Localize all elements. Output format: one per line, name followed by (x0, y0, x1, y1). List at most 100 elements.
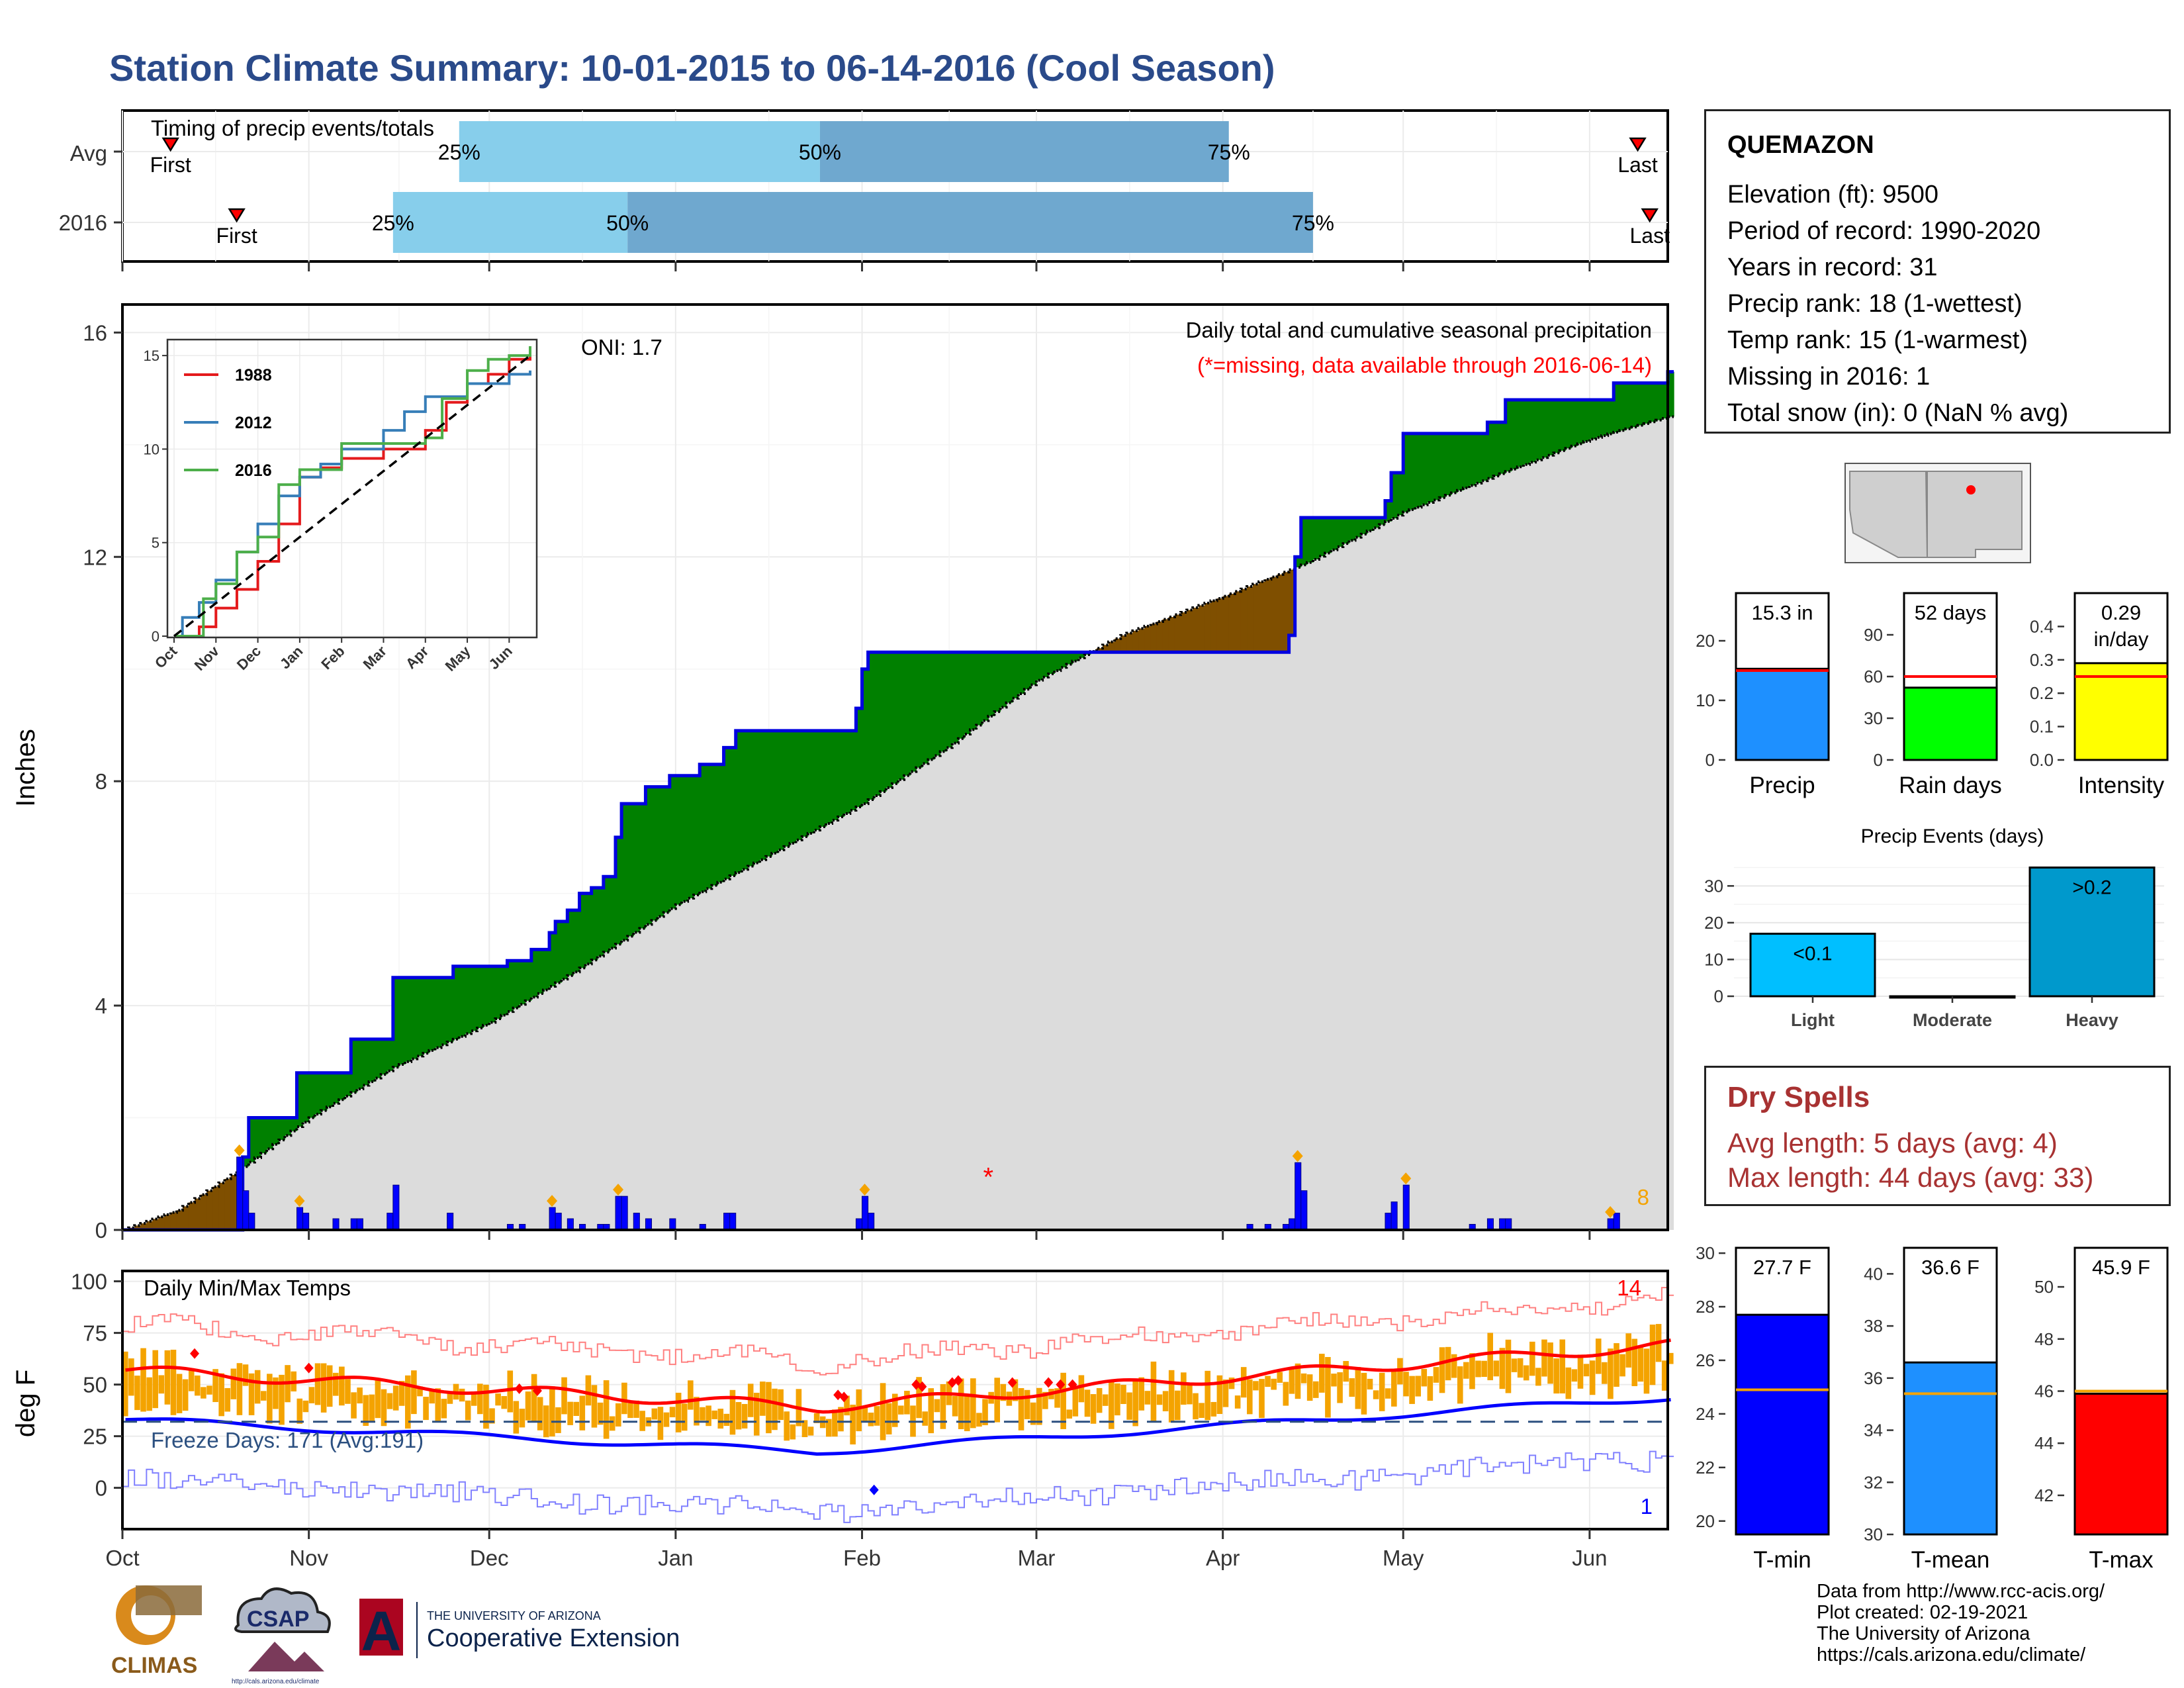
daily-precip-bar (1300, 1190, 1308, 1231)
daily-temp-bar (134, 1376, 140, 1411)
summary-bar-tick-label: 0.3 (2030, 650, 2054, 670)
summary-bar-tick-label: 20 (1696, 1511, 1715, 1531)
daily-temp-bar (1126, 1392, 1132, 1420)
difference-day (1115, 638, 1121, 653)
summary-bar-tick-label: 30 (1696, 1243, 1715, 1263)
difference-day (1367, 517, 1374, 532)
daily-temp-bar (934, 1399, 940, 1413)
daily-temp-bar (886, 1403, 892, 1434)
daily-temp-bar (1529, 1341, 1535, 1376)
temp-frame (121, 1270, 1669, 1530)
daily-temp-bar (1602, 1362, 1608, 1384)
daily-temp-bar (525, 1391, 531, 1421)
daily-temp-bar (1120, 1384, 1126, 1404)
locator-map (1844, 463, 2031, 563)
difference-day (645, 786, 653, 925)
daily-temp-bar (1216, 1375, 1223, 1415)
difference-day (296, 1072, 304, 1127)
difference-day (747, 730, 754, 867)
summary-bar-name: T-min (1753, 1547, 1811, 1573)
daily-temp-bar (657, 1407, 664, 1440)
daily-temp-bar (801, 1420, 808, 1438)
daily-temp-bar (561, 1377, 567, 1415)
difference-fill (128, 371, 1674, 1230)
difference-day (778, 730, 785, 850)
daily-precip-bar (242, 1190, 250, 1231)
daily-temp-bar (1271, 1378, 1277, 1390)
daily-temp-bar (1193, 1393, 1199, 1420)
summary-bar-fill (1903, 686, 1998, 761)
difference-day (886, 652, 893, 788)
difference-day (525, 961, 532, 1001)
difference-day (675, 775, 682, 905)
timing-label-25: 25% (372, 211, 414, 235)
difference-day (471, 966, 478, 1031)
difference-day (1457, 433, 1464, 491)
difference-day (891, 652, 899, 784)
events-y-tick-label: 10 (1704, 949, 1723, 969)
inset-legend-label: 1988 (235, 366, 272, 385)
difference-day (345, 1072, 351, 1096)
event-marker (613, 1184, 624, 1196)
difference-day (639, 804, 647, 929)
daily-temp-bar (519, 1409, 525, 1428)
footer-university: The University of Arizona (1817, 1623, 2030, 1644)
temperature-panel: 0 25 50 75 100 Oct Nov Dec Jan Feb Mar Apr May Jun d… (11, 1270, 1674, 1570)
summary-bar-tick-label: 36 (1864, 1368, 1883, 1388)
climas-logo: CLIMAS (111, 1585, 202, 1678)
daily-temp-bar (1300, 1373, 1307, 1383)
difference-day (381, 1039, 388, 1075)
summary-bar-tick-label: 26 (1696, 1350, 1715, 1370)
daily-temp-bar (345, 1379, 351, 1404)
daily-temp-bar (1499, 1348, 1506, 1389)
daily-temp-bar (1312, 1381, 1319, 1398)
record-max-marker (1044, 1377, 1054, 1388)
daily-temp-bar (230, 1368, 237, 1399)
difference-day (1421, 433, 1428, 505)
summary-bar-tick-label: 10 (1696, 690, 1715, 710)
difference-day (1631, 383, 1639, 428)
timing-row-label-2016: 2016 (59, 211, 107, 235)
daily-temp-bar (398, 1381, 405, 1406)
daily-precip-bar (1385, 1213, 1392, 1231)
daily-temp-bar (717, 1409, 724, 1429)
difference-day (1403, 433, 1410, 512)
difference-day (1553, 400, 1561, 453)
difference-day (1427, 433, 1434, 502)
difference-day (417, 977, 424, 1056)
daily-temp-bar (435, 1388, 441, 1422)
difference-day (140, 1223, 147, 1230)
difference-day (1126, 633, 1133, 653)
precip-y-label: Inches (11, 729, 40, 807)
difference-day (441, 977, 448, 1045)
timing-last-marker-icon (1629, 137, 1647, 152)
daily-temp-bar (441, 1399, 447, 1419)
events-category-label: Light (1791, 1010, 1835, 1030)
difference-day (1397, 473, 1404, 516)
difference-day (1240, 588, 1248, 653)
difference-day (1042, 652, 1049, 677)
difference-day (982, 652, 989, 721)
difference-day (741, 730, 749, 870)
station-elevation: Elevation (ft): 9500 (1727, 181, 1938, 209)
difference-day (940, 652, 947, 752)
daily-temp-bar (1619, 1354, 1625, 1377)
station-info-box: QUEMAZON Elevation (ft): 9500 Period of … (1704, 109, 2171, 434)
footer-plot-created: Plot created: 02-19-2021 (1817, 1602, 2028, 1623)
daily-temp-bar (146, 1377, 152, 1411)
daily-temp-bar (772, 1388, 778, 1430)
daily-temp-bar (711, 1410, 717, 1419)
difference-day (1409, 433, 1416, 510)
difference-day (1144, 626, 1152, 653)
difference-day (1234, 591, 1242, 653)
daily-precip-bar (1607, 1218, 1614, 1231)
summary-bar-tick-label: 46 (2034, 1382, 2054, 1401)
daily-precip-bar (1486, 1218, 1494, 1231)
daily-temp-bar (585, 1375, 592, 1406)
difference-day (201, 1194, 207, 1230)
difference-day (387, 1039, 394, 1071)
summary-bar-value: 0.29 (2101, 601, 2141, 624)
timing-label-25: 25% (438, 140, 480, 164)
record-min-marker (869, 1484, 879, 1495)
difference-day (248, 1117, 255, 1162)
